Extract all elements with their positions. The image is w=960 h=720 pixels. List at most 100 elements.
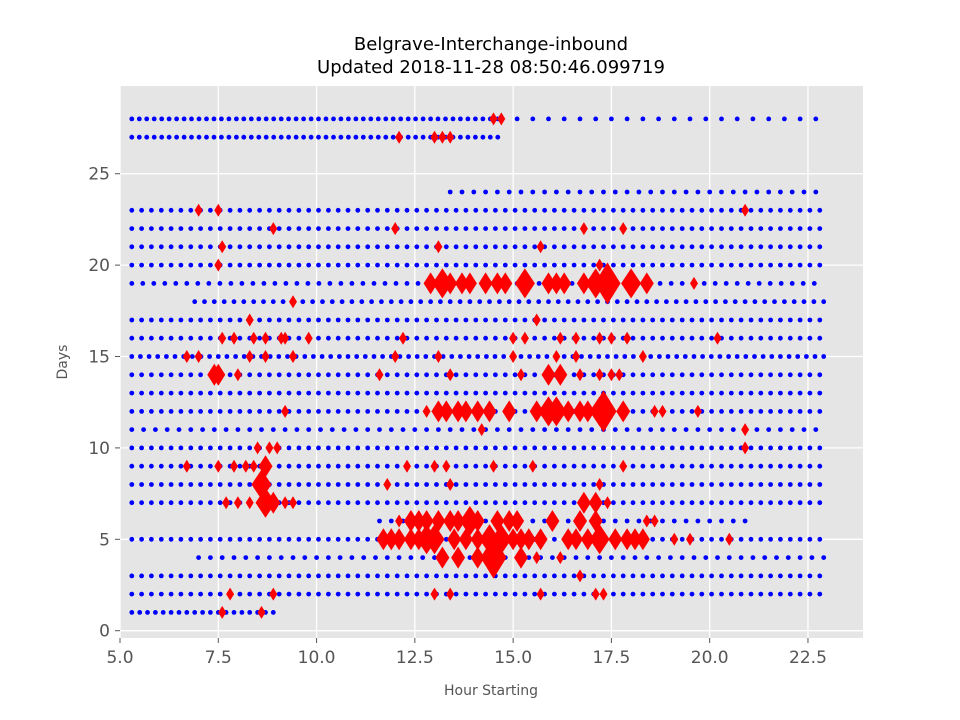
delay-marker: [510, 510, 525, 532]
data-point: [398, 299, 404, 305]
data-point: [196, 134, 202, 140]
data-point: [691, 354, 697, 359]
data-point: [768, 536, 773, 542]
data-point: [630, 207, 636, 213]
data-point: [337, 555, 343, 560]
data-point: [208, 500, 213, 506]
data-point: [168, 409, 174, 414]
data-point: [542, 427, 547, 432]
data-point: [164, 427, 170, 432]
delay-marker: [599, 587, 608, 601]
data-point: [589, 427, 595, 432]
data-point: [754, 189, 760, 195]
data-point: [362, 354, 368, 359]
data-point: [394, 463, 400, 469]
data-point: [787, 335, 793, 341]
data-point: [719, 536, 724, 542]
y-tick-label: 15: [88, 348, 110, 368]
data-point: [176, 427, 182, 432]
data-point: [532, 262, 538, 268]
data-point: [807, 591, 813, 597]
data-point: [797, 536, 803, 542]
data-point: [404, 244, 410, 250]
data-point: [247, 573, 253, 579]
data-point: [355, 591, 361, 597]
data-point: [189, 134, 194, 140]
delay-marker: [375, 368, 384, 382]
data-point: [502, 463, 508, 469]
data-point: [257, 207, 262, 213]
delay-marker: [214, 459, 223, 473]
data-point: [699, 244, 705, 250]
delay-marker: [455, 272, 469, 295]
data-point: [247, 591, 253, 597]
data-point: [750, 555, 756, 560]
data-point: [368, 116, 374, 122]
data-point: [384, 573, 390, 579]
data-point: [384, 555, 390, 560]
data-point: [231, 555, 237, 560]
data-point: [129, 445, 135, 451]
data-point: [463, 335, 469, 341]
delay-marker: [713, 331, 722, 345]
data-point: [453, 372, 459, 378]
data-point: [650, 335, 656, 341]
data-point: [384, 317, 390, 323]
data-point: [360, 281, 366, 286]
delay-marker: [603, 496, 612, 510]
data-point: [276, 463, 282, 469]
data-point: [671, 189, 677, 195]
data-point: [301, 116, 306, 122]
data-point: [373, 555, 378, 560]
data-point: [657, 354, 662, 359]
data-point: [591, 262, 597, 268]
data-point: [227, 573, 233, 579]
data-point: [276, 372, 282, 378]
data-point: [414, 335, 420, 341]
data-point: [669, 482, 675, 487]
data-point: [335, 226, 341, 232]
data-point: [493, 244, 498, 250]
data-point: [149, 573, 154, 579]
data-point: [526, 299, 532, 305]
data-point: [188, 445, 194, 451]
data-point: [326, 317, 331, 323]
data-point: [286, 116, 291, 122]
data-point: [286, 207, 292, 213]
data-point: [561, 390, 567, 396]
data-point: [611, 463, 616, 469]
data-point: [787, 262, 793, 268]
data-point: [650, 573, 656, 579]
data-point: [778, 244, 783, 250]
data-point: [620, 390, 626, 396]
data-point: [149, 317, 154, 323]
data-point: [669, 409, 675, 414]
data-point: [728, 390, 734, 396]
data-point: [159, 116, 165, 122]
data-point: [424, 335, 429, 341]
data-point: [227, 409, 233, 414]
data-point: [434, 445, 439, 451]
data-point: [198, 482, 204, 487]
data-point: [235, 427, 241, 432]
data-point: [178, 244, 184, 250]
data-point: [449, 354, 455, 359]
data-point: [778, 591, 783, 597]
data-point: [247, 244, 253, 250]
data-point: [270, 299, 276, 305]
data-point: [168, 262, 174, 268]
data-point: [821, 555, 827, 560]
data-point: [699, 591, 705, 597]
data-point: [384, 372, 390, 378]
data-point: [129, 463, 135, 469]
delay-marker: [462, 272, 477, 295]
delay-marker: [556, 331, 565, 345]
data-point: [434, 372, 439, 378]
data-point: [306, 262, 312, 268]
data-point: [709, 262, 714, 268]
data-point: [239, 610, 245, 615]
data-point: [453, 445, 459, 451]
data-point: [434, 482, 439, 487]
data-point: [768, 226, 773, 232]
data-point: [660, 372, 665, 378]
